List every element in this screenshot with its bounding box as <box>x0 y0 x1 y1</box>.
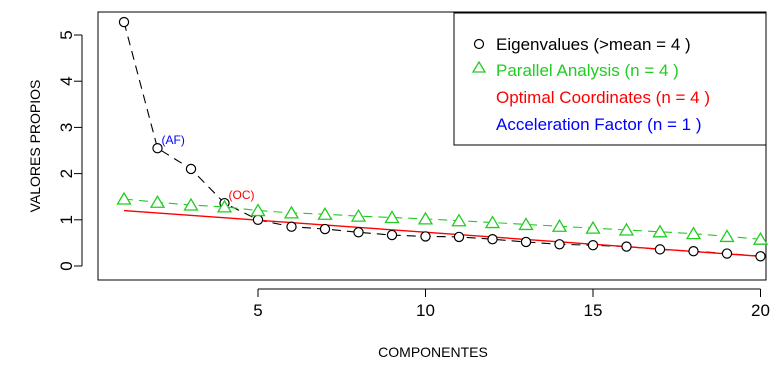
parallel-analysis-point <box>484 215 501 229</box>
x-tick-label: 15 <box>584 301 603 320</box>
parallel-analysis-point <box>585 220 601 234</box>
legend-box <box>453 12 767 146</box>
y-tick-label: 5 <box>57 30 76 39</box>
eigenvalue-point <box>554 239 565 250</box>
eigenvalue-point <box>152 142 163 154</box>
eigenvalue-point <box>420 231 431 242</box>
y-tick-label: 4 <box>57 76 76 85</box>
parallel-analysis-point <box>116 191 132 205</box>
y-tick-label: 3 <box>57 123 76 132</box>
x-tick-label: 5 <box>253 301 262 320</box>
parallel-analysis-point <box>719 229 735 243</box>
eigenvalue-point <box>721 248 733 259</box>
legend: Eigenvalues (>mean = 4 ) Parallel Analys… <box>453 12 767 146</box>
eigenvalue-point <box>755 251 766 262</box>
legend-circle-icon <box>473 38 485 50</box>
legend-label-parallel: Parallel Analysis (n = 4 ) <box>496 61 679 80</box>
parallel-analysis-point <box>149 194 166 208</box>
series-line-1 <box>123 198 761 240</box>
parallel-analysis-point <box>551 218 568 232</box>
series-line-2 <box>123 209 761 257</box>
eigenvalue-point <box>487 234 498 245</box>
eigenvalue-point <box>319 223 331 235</box>
eigenvalue-point <box>185 163 197 175</box>
eigenvalue-point <box>286 221 297 232</box>
y-axis-title: VALORES PROPIOS <box>27 80 43 213</box>
parallel-analysis-point <box>752 231 769 245</box>
legend-label-acceleration: Acceleration Factor (n = 1 ) <box>496 115 702 134</box>
eigenvalue-point <box>118 16 130 28</box>
legend-label-eigenvalues: Eigenvalues (>mean = 4 ) <box>496 35 691 54</box>
eigenvalue-point <box>688 246 699 257</box>
parallel-analysis-point <box>250 203 266 217</box>
parallel-analysis-point <box>350 208 367 222</box>
x-axis-title: COMPONENTES <box>378 344 488 360</box>
legend-label-optimal: Optimal Coordinates (n = 4 ) <box>496 88 710 107</box>
parallel-analysis-point <box>685 226 702 240</box>
eigenvalue-point <box>453 231 465 243</box>
plot-frame <box>97 11 767 281</box>
parallel-analysis-point <box>283 205 300 219</box>
annotation-1: (OC) <box>229 188 255 202</box>
parallel-analysis-point <box>216 199 233 213</box>
parallel-analysis-point <box>384 210 400 224</box>
parallel-analysis-point <box>652 224 668 238</box>
eigenvalue-point <box>353 227 364 238</box>
eigenvalue-point <box>621 241 632 252</box>
eigenvalue-point <box>386 229 398 241</box>
y-tick-label: 1 <box>57 215 76 224</box>
y-tick-label: 2 <box>57 169 76 178</box>
eigenvalue-point <box>654 244 666 255</box>
eigenvalue-point <box>252 214 264 225</box>
parallel-analysis-point <box>317 206 333 220</box>
y-tick-label: 0 <box>57 261 76 270</box>
legend-triangle-icon <box>471 60 487 73</box>
eigenvalue-point <box>587 240 599 251</box>
x-tick-label: 20 <box>751 301 770 320</box>
parallel-analysis-point <box>451 213 467 227</box>
parallel-analysis-point <box>183 197 199 211</box>
parallel-analysis-point <box>618 222 635 236</box>
x-tick-label: 10 <box>416 301 435 320</box>
eigenvalue-point <box>520 236 532 248</box>
annotation-0: (AF) <box>162 133 185 147</box>
parallel-analysis-point <box>417 211 434 225</box>
parallel-analysis-point <box>518 217 534 231</box>
